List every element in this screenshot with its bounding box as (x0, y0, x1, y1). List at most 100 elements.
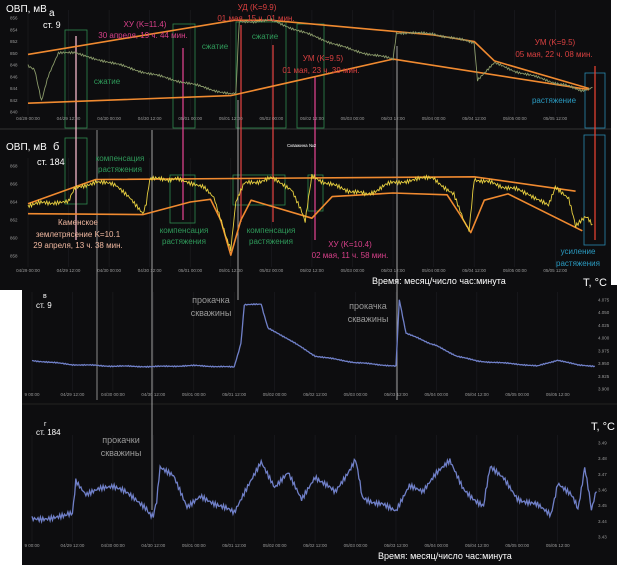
y-tick-label: 3.43 (598, 535, 607, 540)
x-tick-label: 04/29 00:00 (16, 116, 40, 121)
y-tick-label: 866 (10, 182, 18, 187)
pumping-label: скважины (348, 314, 389, 324)
x-tick-label: 05/03 12:00 (381, 268, 405, 273)
y-tick-label: 862 (10, 218, 18, 223)
ud-title: УД (K=9.9) (238, 3, 277, 12)
x-tick-label: 05/04 00:00 (422, 268, 446, 273)
x-tick-label: 05/03 00:00 (341, 116, 365, 121)
y-tick-label: 864 (10, 200, 18, 205)
event-box-green (235, 21, 287, 129)
panel-ab-background (0, 0, 611, 290)
panel-g-letter: г (44, 421, 47, 428)
ud-time: 01 мая, 15 ч. 01 мин. (217, 14, 294, 23)
x-tick-label: 05/02 00:00 (263, 392, 287, 397)
panel-vg-background (22, 285, 617, 565)
plots: 04/29 00:00 04/29 12:00 04/30 00:00 04/30 1… (10, 16, 610, 549)
x-tick-label: 05/05 12:00 (546, 392, 570, 397)
y-tick-label: 844 (10, 86, 18, 91)
data-series-line (27, 173, 593, 252)
x-tick-label: 04/30 12:00 (141, 392, 165, 397)
panel-a-station: ст. 9 (43, 20, 61, 30)
x-tick-label: 05/02 00:00 (263, 543, 287, 548)
panel-g-ylabel: T, °C (591, 421, 615, 433)
compensation-label: растяжения (249, 237, 293, 246)
y-tick-label: 856 (10, 16, 18, 21)
panel-g-station: ст. 184 (36, 428, 61, 437)
x-tick-label: 05/01 00:00 (182, 392, 206, 397)
x-tick-label: 05/03 00:00 (344, 392, 368, 397)
compression-label: сжатие (94, 77, 121, 86)
xu2-title: ХУ (K=10.4) (328, 240, 372, 249)
x-tick-label: 05/01 00:00 (178, 116, 202, 121)
y-tick-label: 3.49 (598, 441, 607, 446)
panel-v-station: ст. 9 (36, 301, 52, 310)
x-tick-label: 05/04 12:00 (465, 543, 489, 548)
x-tick-label: 05/02 00:00 (259, 268, 283, 273)
x-tick-label: 05/03 12:00 (381, 116, 405, 121)
pumping-label: прокачка (349, 301, 387, 311)
x-tick-label: 05/05 00:00 (505, 392, 529, 397)
x-tick-label: 05/02 00:00 (259, 116, 283, 121)
y-tick-label: 3.45 (598, 503, 607, 508)
envelope-line (27, 192, 583, 256)
x-tick-label: 04/29 00:00 (16, 268, 40, 273)
x-tick-label: 05/03 00:00 (344, 543, 368, 548)
x-tick-label: 05/05 12:00 (543, 268, 567, 273)
data-series-line (27, 17, 593, 102)
amplification-label: усиление (561, 247, 596, 256)
x-tick-label: 05/03 00:00 (341, 268, 365, 273)
envelope-line (27, 58, 590, 104)
y-tick-label: 840 (10, 110, 18, 115)
compression-label: сжатие (202, 42, 229, 51)
y-tick-label: 3.900 (598, 387, 610, 392)
x-tick-label: 9 00:00 (24, 392, 40, 397)
x-tick-label: 05/01 12:00 (222, 543, 246, 548)
y-tick-label: 3.48 (598, 456, 607, 461)
pumping-label: прокачки (102, 435, 139, 445)
x-tick-label: 04/30 12:00 (138, 116, 162, 121)
compensation-label: растяжения (98, 165, 142, 174)
y-tick-label: 3.44 (598, 519, 607, 524)
extension-label: растяжение (532, 96, 577, 105)
x-tick-label: 9 00:00 (24, 543, 40, 548)
pumping-label: прокачка (192, 295, 230, 305)
panel-v-letter: в (43, 293, 47, 300)
panel-v-ylabel: T, °C (583, 277, 607, 289)
x-tick-label: 04/30 00:00 (101, 543, 125, 548)
y-tick-label: 846 (10, 74, 18, 79)
panel-b-ylabel: ОВП, мВ (6, 142, 47, 153)
event-box-green (172, 23, 196, 129)
y-tick-label: 868 (10, 164, 18, 169)
x-tick-label: 05/02 12:00 (300, 268, 324, 273)
x-tick-label: 05/05 00:00 (505, 543, 529, 548)
y-tick-label: 3.975 (598, 348, 610, 353)
x-tick-label: 05/04 00:00 (425, 392, 449, 397)
x-tick-label: 05/01 00:00 (182, 543, 206, 548)
x-tick-label: 05/05 12:00 (543, 116, 567, 121)
amplification-label: растяжения (556, 259, 600, 268)
y-tick-label: 4.050 (598, 310, 610, 315)
y-tick-label: 842 (10, 98, 18, 103)
x-tick-label: 04/29 12:00 (57, 116, 81, 121)
x-tick-label: 05/05 12:00 (546, 543, 570, 548)
compression-label: сжатие (252, 32, 279, 41)
x-tick-label: 04/29 12:00 (61, 392, 85, 397)
xu-time: 30 апреля, 19 ч. 44 мин. (98, 31, 187, 40)
x-tick-label: 05/04 12:00 (465, 392, 489, 397)
pumping-label: скважины (101, 448, 142, 458)
y-tick-label: 3.950 (598, 361, 610, 366)
x-tick-label: 04/30 12:00 (141, 543, 165, 548)
y-tick-label: 4.025 (598, 323, 610, 328)
time-axis-label-bottom: Время: месяц/число час:минута (378, 551, 512, 561)
x-tick-label: 05/04 12:00 (462, 268, 486, 273)
x-tick-label: 05/02 12:00 (300, 116, 324, 121)
x-tick-label: 05/04 12:00 (462, 116, 486, 121)
x-tick-label: 05/01 00:00 (178, 268, 202, 273)
x-tick-label: 05/01 12:00 (219, 268, 243, 273)
x-tick-label: 05/05 00:00 (503, 116, 527, 121)
y-tick-label: 854 (10, 27, 18, 32)
y-tick-label: 3.47 (598, 472, 607, 477)
panel-b-letter: б (53, 141, 59, 153)
x-tick-label: 05/04 00:00 (425, 543, 449, 548)
